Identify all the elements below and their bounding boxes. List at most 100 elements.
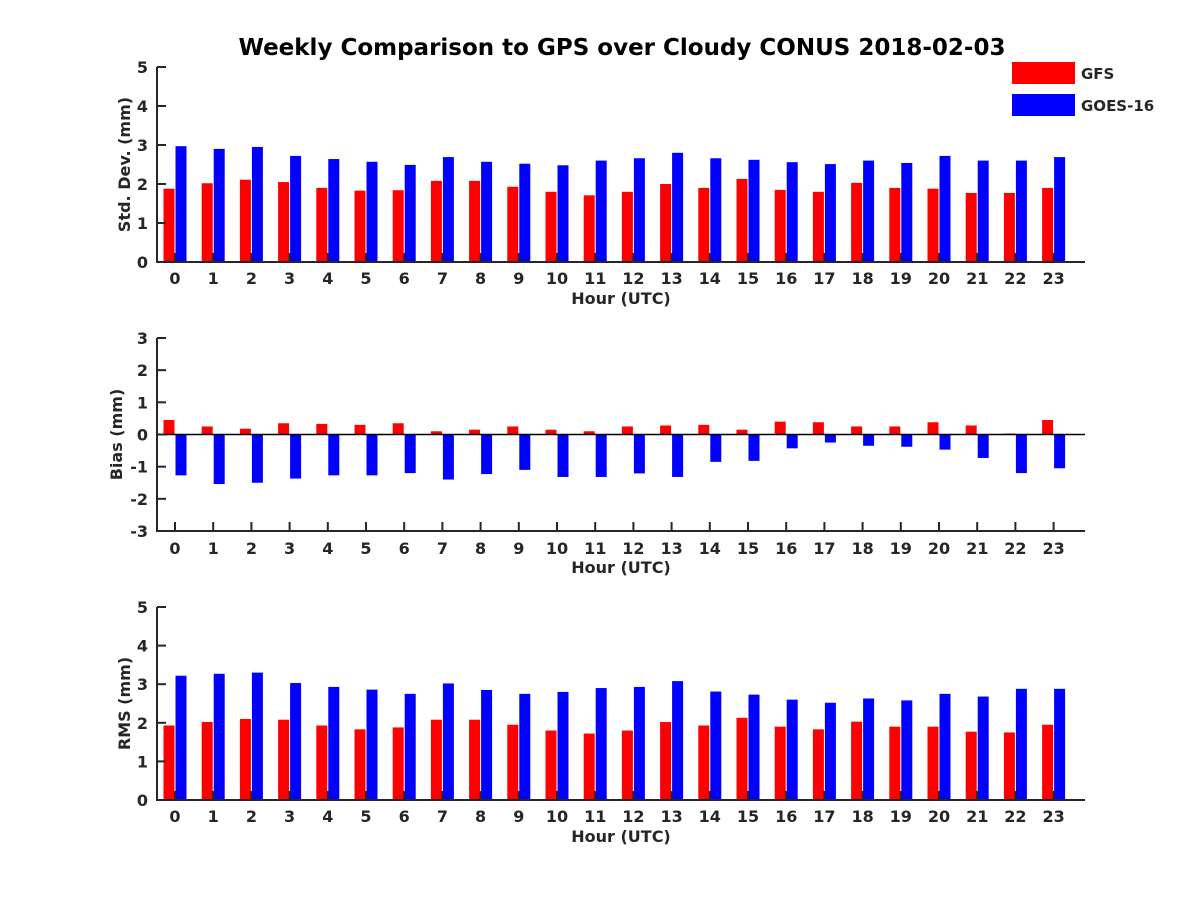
x-tick-label: 0 — [169, 539, 180, 558]
bar-goes-16-5 — [366, 161, 378, 262]
x-tick-label: 17 — [813, 269, 835, 288]
bar-goes-16-4 — [328, 434, 340, 476]
bar-gfs-16 — [774, 421, 786, 435]
bar-goes-16-12 — [633, 434, 645, 474]
y-tick-label: 2 — [137, 714, 148, 733]
bar-gfs-16 — [774, 189, 786, 262]
y-tick-label: -1 — [130, 458, 148, 477]
bar-gfs-23 — [1042, 187, 1054, 262]
bar-gfs-8 — [469, 719, 481, 800]
x-tick-label: 7 — [437, 807, 448, 826]
x-tick-label: 19 — [890, 269, 912, 288]
bar-gfs-4 — [316, 423, 328, 435]
bar-gfs-9 — [507, 426, 519, 435]
bar-goes-16-11 — [595, 160, 607, 262]
bar-goes-16-0 — [175, 146, 187, 262]
bar-goes-16-10 — [557, 165, 569, 262]
x-tick-label: 10 — [546, 269, 568, 288]
bar-gfs-2 — [239, 428, 251, 435]
y-tick-label: 2 — [137, 361, 148, 380]
bar-gfs-6 — [392, 727, 404, 800]
bar-gfs-19 — [889, 187, 901, 262]
bar-gfs-13 — [660, 722, 672, 800]
bar-gfs-9 — [507, 186, 519, 262]
y-tick-label: 3 — [137, 675, 148, 694]
bar-gfs-0 — [163, 188, 175, 262]
bar-gfs-3 — [278, 182, 290, 262]
x-tick-label: 11 — [584, 539, 606, 558]
bar-gfs-1 — [201, 722, 213, 800]
bar-goes-16-9 — [519, 163, 531, 262]
bar-gfs-20 — [927, 188, 939, 262]
bar-gfs-19 — [889, 426, 901, 435]
bar-goes-16-5 — [366, 434, 378, 476]
x-tick-label: 0 — [169, 269, 180, 288]
bar-goes-16-6 — [404, 693, 416, 800]
bar-goes-16-2 — [251, 434, 263, 483]
y-tick-label: 4 — [137, 637, 148, 656]
bar-goes-16-14 — [710, 434, 722, 462]
bar-gfs-5 — [354, 424, 366, 435]
bar-gfs-11 — [583, 195, 595, 262]
bar-gfs-15 — [736, 717, 748, 800]
bar-goes-16-3 — [290, 155, 302, 262]
x-tick-label: 1 — [208, 807, 219, 826]
bar-gfs-17 — [812, 729, 824, 800]
bar-gfs-13 — [660, 184, 672, 262]
bar-gfs-17 — [812, 191, 824, 262]
x-tick-label: 14 — [699, 269, 721, 288]
bar-goes-16-1 — [213, 434, 225, 485]
x-tick-label: 21 — [966, 269, 988, 288]
bar-gfs-20 — [927, 422, 939, 435]
x-tick-label: 20 — [928, 539, 950, 558]
bar-goes-16-11 — [595, 688, 607, 800]
bar-gfs-10 — [545, 191, 557, 262]
bar-goes-16-2 — [251, 146, 263, 262]
bar-goes-16-18 — [863, 160, 875, 262]
x-tick-label: 16 — [775, 539, 797, 558]
bar-gfs-0 — [163, 420, 175, 435]
bar-goes-16-18 — [863, 434, 875, 446]
x-tick-label: 4 — [322, 539, 333, 558]
x-tick-label: 10 — [546, 807, 568, 826]
bar-goes-16-19 — [901, 434, 913, 447]
legend-label-goes-16: GOES-16 — [1081, 97, 1154, 115]
x-tick-label: 0 — [169, 807, 180, 826]
x-tick-label: 8 — [475, 807, 486, 826]
bar-goes-16-21 — [977, 696, 989, 800]
bar-goes-16-13 — [672, 681, 684, 800]
x-tick-label: 22 — [1004, 269, 1026, 288]
x-tick-label: 18 — [851, 807, 873, 826]
x-tick-label: 8 — [475, 539, 486, 558]
bar-goes-16-16 — [786, 434, 798, 449]
bar-goes-16-22 — [1015, 160, 1027, 262]
bar-goes-16-20 — [939, 155, 951, 262]
series-goes-16 — [175, 146, 1066, 262]
bar-gfs-5 — [354, 190, 366, 262]
x-tick-label: 1 — [208, 269, 219, 288]
x-tick-label: 21 — [966, 807, 988, 826]
bar-goes-16-8 — [481, 161, 493, 262]
bar-gfs-22 — [1003, 732, 1015, 800]
bar-gfs-0 — [163, 725, 175, 800]
bar-goes-16-6 — [404, 434, 416, 474]
x-tick-label: 3 — [284, 539, 295, 558]
bar-goes-16-13 — [672, 152, 684, 262]
bar-gfs-8 — [469, 429, 481, 435]
x-tick-label: 13 — [660, 539, 682, 558]
bar-goes-16-17 — [824, 702, 836, 800]
x-tick-label: 18 — [851, 269, 873, 288]
bar-goes-16-20 — [939, 434, 951, 450]
x-axis-label: Hour (UTC) — [571, 558, 671, 577]
bar-goes-16-20 — [939, 693, 951, 800]
series-goes-16 — [175, 672, 1066, 800]
x-tick-label: 6 — [399, 807, 410, 826]
x-tick-label: 13 — [660, 269, 682, 288]
legend-swatch-gfs — [1012, 62, 1075, 84]
bar-goes-16-8 — [481, 434, 493, 475]
bar-goes-16-9 — [519, 693, 531, 800]
y-tick-label: 4 — [137, 97, 148, 116]
bar-gfs-13 — [660, 425, 672, 435]
